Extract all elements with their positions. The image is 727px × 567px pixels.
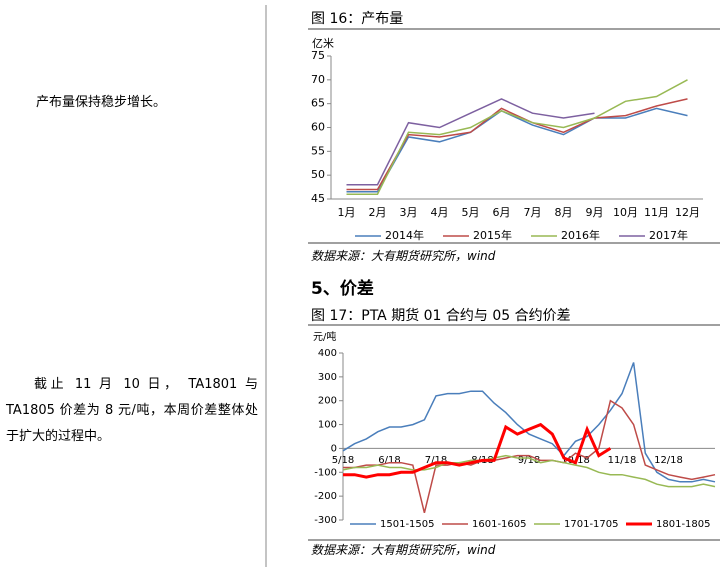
x-tick-label: 11/18 <box>608 455 637 466</box>
series-line <box>342 362 716 483</box>
legend-label: 2016年 <box>561 228 600 242</box>
legend-label: 2014年 <box>385 228 424 242</box>
y-tick-label: 60 <box>311 121 325 134</box>
x-tick-label: 12月 <box>675 206 700 219</box>
y-tick-label: 45 <box>311 192 325 205</box>
y-tick-label: 200 <box>318 396 337 407</box>
y-tick-label: 75 <box>311 49 325 62</box>
section-heading: 5、价差 <box>311 279 374 299</box>
x-tick-label: 9月 <box>586 206 604 219</box>
series-line <box>343 422 612 479</box>
left-text: 产布量保持稳步增长。 <box>36 95 167 110</box>
x-tick-label: 7/18 <box>425 455 447 466</box>
series-line <box>343 399 716 513</box>
y-tick-label: 50 <box>311 168 325 181</box>
x-tick-label: 2月 <box>369 206 387 219</box>
x-tick-label: 4月 <box>431 206 449 219</box>
y-axis-label: 亿米 <box>312 37 334 50</box>
y-tick-label: 55 <box>311 144 325 157</box>
x-tick-label: 12/18 <box>654 455 683 466</box>
series-line <box>346 98 595 186</box>
figure-source: 数据来源：大有期货研究所，wind <box>311 543 496 557</box>
y-tick-label: 65 <box>311 97 325 110</box>
figure-caption: 图 16：产布量 <box>311 11 404 27</box>
y-tick-label: -100 <box>314 467 337 478</box>
x-tick-label: 3月 <box>400 206 418 219</box>
legend-label: 1501-1505 <box>380 519 435 530</box>
x-tick-label: 6/18 <box>378 455 400 466</box>
x-tick-label: 10月 <box>613 206 638 219</box>
x-tick-label: 5月 <box>462 206 480 219</box>
y-tick-label: -200 <box>314 491 337 502</box>
y-tick-label: 400 <box>318 348 337 359</box>
x-tick-label: 6月 <box>493 206 511 219</box>
y-tick-label: 100 <box>318 420 337 431</box>
figure-caption: 图 17：PTA 期货 01 合约与 05 合约价差 <box>311 308 571 324</box>
x-tick-label: 7月 <box>524 206 542 219</box>
x-tick-label: 11月 <box>644 206 669 219</box>
x-tick-label: 1月 <box>338 206 356 219</box>
legend-label: 1601-1605 <box>472 519 527 530</box>
legend-label: 1701-1705 <box>564 519 619 530</box>
legend-label: 1801-1805 <box>656 519 711 530</box>
legend-label: 2017年 <box>649 228 688 242</box>
series-line <box>346 79 688 195</box>
y-tick-label: 0 <box>331 443 337 454</box>
figure-source: 数据来源：大有期货研究所，wind <box>311 249 496 263</box>
y-axis-label: 元/吨 <box>313 330 336 343</box>
x-tick-label: 5/18 <box>332 455 354 466</box>
y-tick-label: 70 <box>311 73 325 86</box>
legend-label: 2015年 <box>473 228 512 242</box>
series-line <box>346 107 688 193</box>
y-tick-label: -300 <box>314 515 337 526</box>
left-text: 截止 11 月 10 日， TA1801 与 TA1805 价差为 8 元/吨，… <box>6 377 258 444</box>
series-line <box>342 454 716 488</box>
x-tick-label: 9/18 <box>518 455 540 466</box>
x-tick-label: 8月 <box>555 206 573 219</box>
y-tick-label: 300 <box>318 372 337 383</box>
